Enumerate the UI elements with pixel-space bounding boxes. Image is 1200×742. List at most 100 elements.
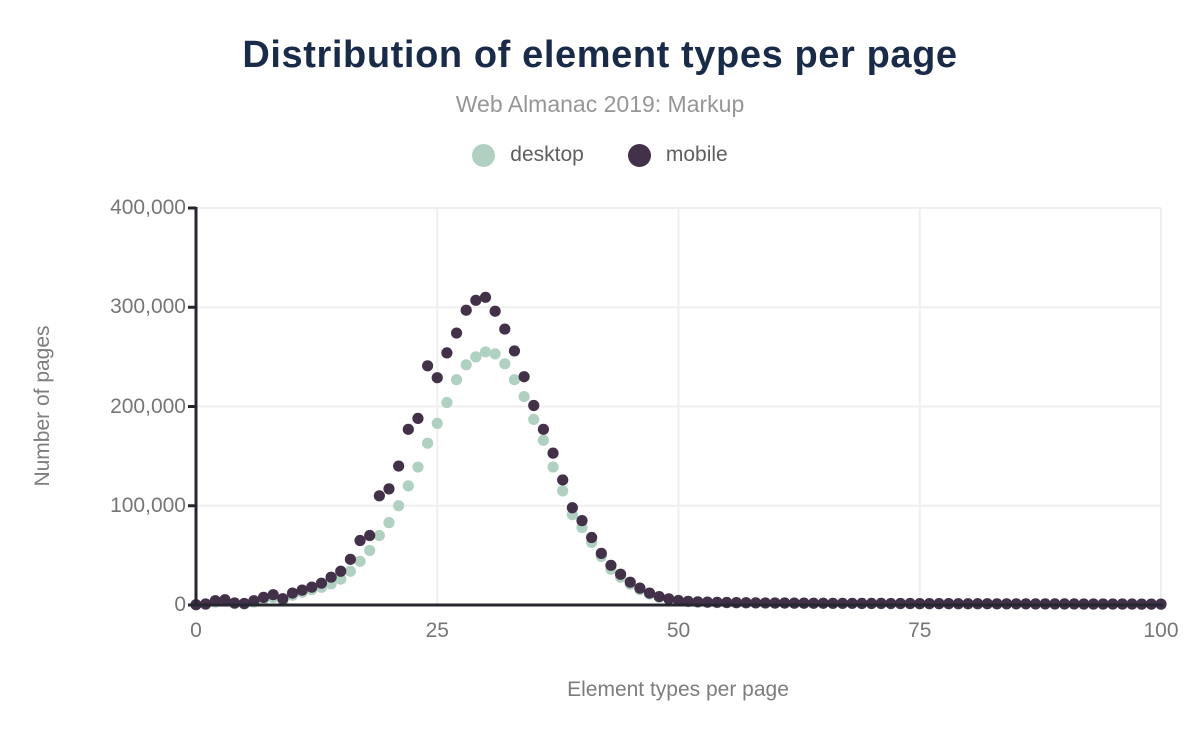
mobile-point bbox=[344, 553, 356, 565]
mobile-point bbox=[769, 597, 781, 609]
mobile-point bbox=[759, 597, 771, 609]
y-tick-label: 0 bbox=[174, 593, 186, 616]
mobile-point bbox=[431, 372, 443, 384]
desktop-point bbox=[460, 359, 472, 371]
mobile-point bbox=[557, 474, 569, 486]
y-axis-title: Number of pages bbox=[31, 325, 54, 487]
chart-title: Distribution of element types per page bbox=[242, 34, 958, 76]
mobile-point bbox=[335, 565, 347, 577]
y-tick-label: 100,000 bbox=[110, 493, 186, 517]
mobile-point bbox=[364, 529, 376, 542]
mobile-point bbox=[229, 597, 241, 609]
desktop-point bbox=[364, 544, 376, 557]
y-tick-label: 300,000 bbox=[110, 295, 186, 319]
mobile-point bbox=[489, 305, 501, 317]
mobile-point bbox=[373, 490, 385, 502]
mobile-point bbox=[856, 597, 868, 610]
x-tick-label: 50 bbox=[666, 619, 691, 642]
legend-item-desktop[interactable]: desktop bbox=[472, 143, 584, 167]
mobile-point bbox=[537, 423, 550, 435]
mobile-point bbox=[267, 589, 279, 601]
desktop-point bbox=[354, 555, 366, 567]
mobile-point bbox=[663, 593, 675, 605]
mobile-point bbox=[817, 597, 829, 609]
mobile-point bbox=[875, 597, 887, 610]
x-tick-label: 75 bbox=[908, 619, 932, 642]
mobile-point bbox=[576, 515, 588, 527]
mobile-point bbox=[615, 568, 627, 580]
mobile-point bbox=[325, 571, 337, 583]
desktop-point bbox=[422, 437, 434, 449]
mobile-point bbox=[624, 576, 636, 588]
desktop-point bbox=[518, 390, 530, 403]
desktop-point bbox=[508, 374, 521, 386]
mobile-point bbox=[750, 597, 762, 609]
mobile-point bbox=[836, 597, 849, 609]
mobile-point bbox=[508, 345, 521, 357]
mobile-point bbox=[277, 593, 289, 605]
mobile-point bbox=[547, 447, 559, 459]
mobile-point bbox=[422, 360, 434, 372]
desktop-point bbox=[402, 480, 414, 492]
mobile-point bbox=[846, 597, 858, 609]
mobile-point bbox=[479, 291, 492, 303]
mobile-point bbox=[296, 584, 308, 596]
mobile-point bbox=[827, 597, 839, 609]
mobile-point bbox=[779, 597, 791, 609]
mobile-point bbox=[306, 581, 318, 593]
mobile-point bbox=[808, 597, 820, 609]
desktop-point bbox=[499, 358, 511, 370]
desktop-point bbox=[431, 417, 443, 429]
mobile-point bbox=[643, 587, 656, 599]
desktop-point bbox=[344, 565, 356, 577]
mobile-point bbox=[865, 597, 878, 610]
mobile-point bbox=[605, 559, 617, 571]
mobile-point bbox=[730, 597, 743, 609]
y-tick-label: 400,000 bbox=[110, 196, 186, 219]
mobile-point bbox=[595, 547, 607, 559]
chart-subtitle: Web Almanac 2019: Markup bbox=[455, 91, 745, 117]
mobile-point bbox=[219, 594, 231, 606]
x-tick-label: 100 bbox=[1143, 619, 1179, 642]
legend-item-mobile[interactable]: mobile bbox=[627, 143, 728, 167]
desktop-point bbox=[441, 396, 453, 409]
mobile-point bbox=[798, 597, 810, 609]
desktop-point bbox=[335, 573, 347, 585]
desktop-point bbox=[412, 461, 424, 473]
mobile-point bbox=[788, 597, 800, 609]
desktop-point bbox=[393, 500, 405, 512]
mobile-point bbox=[286, 587, 299, 599]
mobile-point bbox=[586, 531, 598, 544]
desktop-point bbox=[373, 529, 385, 542]
mobile-point bbox=[740, 597, 752, 609]
desktop-point bbox=[479, 346, 492, 358]
mobile-point bbox=[315, 577, 328, 589]
y-tick-label: 200,000 bbox=[110, 394, 186, 418]
mobile-point bbox=[470, 294, 482, 306]
desktop-point bbox=[450, 374, 463, 386]
x-tick-label: 0 bbox=[190, 619, 202, 642]
mobile-point bbox=[450, 327, 463, 339]
mobile-point bbox=[566, 502, 578, 514]
desktop-point bbox=[383, 517, 395, 529]
mobile-point bbox=[460, 304, 472, 316]
desktop-point bbox=[470, 351, 482, 363]
x-tick-label: 25 bbox=[425, 619, 449, 642]
mobile-point bbox=[672, 594, 685, 607]
desktop-point bbox=[547, 461, 559, 473]
mobile-series-dot-icon bbox=[627, 143, 651, 167]
mobile-point bbox=[518, 371, 530, 383]
mobile-point bbox=[441, 347, 453, 359]
mobile-point bbox=[412, 412, 424, 425]
mobile-point bbox=[528, 399, 540, 412]
mobile-point bbox=[354, 534, 366, 547]
mobile-point bbox=[653, 590, 665, 603]
mobile-point bbox=[402, 423, 414, 435]
desktop-point bbox=[557, 485, 569, 497]
mobile-point bbox=[499, 323, 511, 335]
mobile-point bbox=[383, 483, 395, 495]
legend-label-desktop: desktop bbox=[510, 143, 584, 166]
desktop-point bbox=[528, 413, 540, 426]
mobile-point bbox=[393, 460, 405, 472]
